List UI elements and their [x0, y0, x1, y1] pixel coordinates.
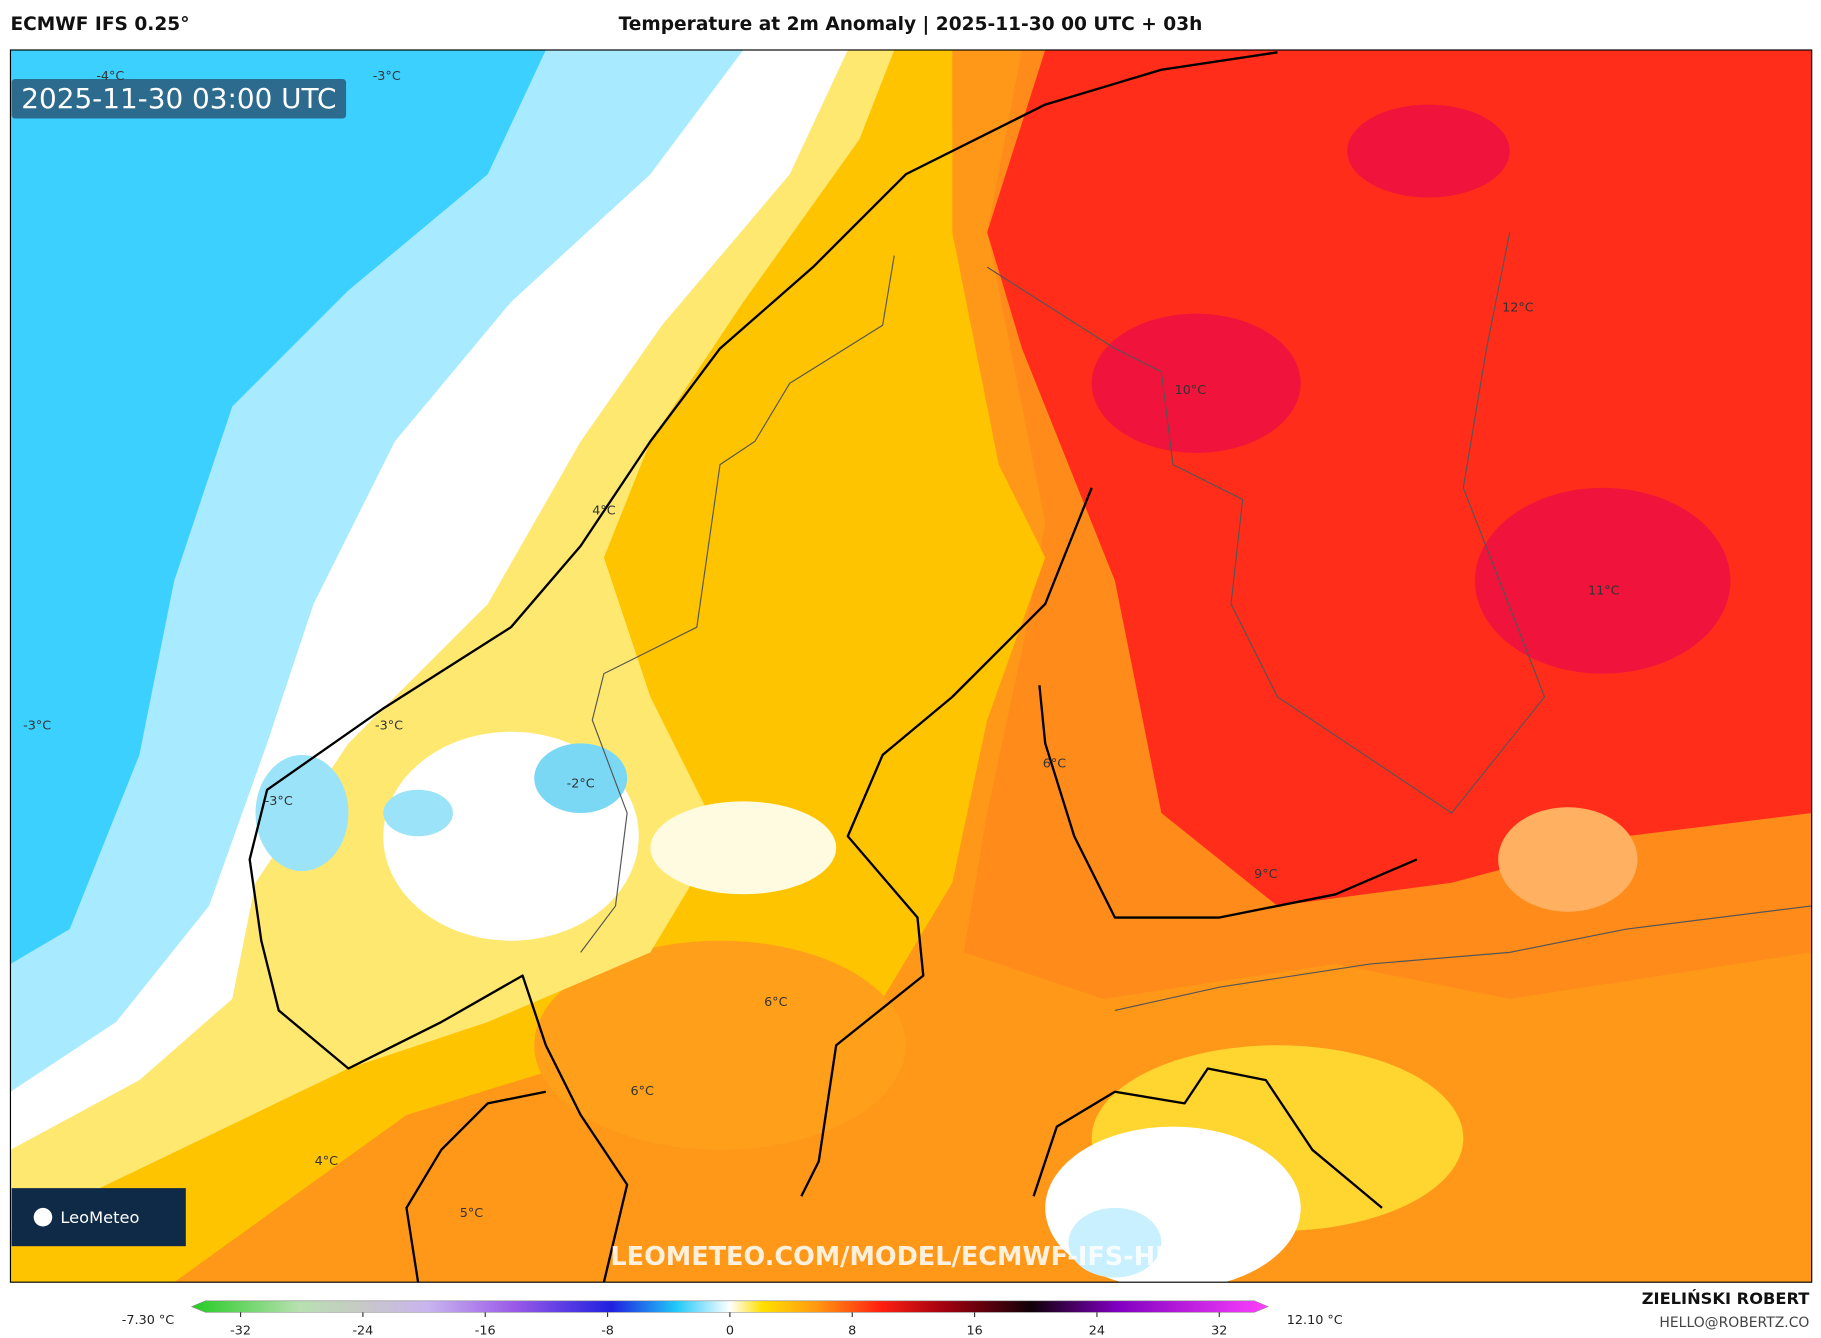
- colorbar-tick-label: 32: [1211, 1323, 1227, 1338]
- cool-patch: [255, 754, 349, 872]
- border: [1114, 905, 1812, 1012]
- watermark: LEOMETEO.COM/MODEL/ECMWF-IFS-HRES: [610, 1242, 1210, 1272]
- colorbar-tick-label: -8: [601, 1323, 614, 1338]
- colorbar-tick-label: -16: [475, 1323, 496, 1338]
- colorbar-tick-label: 0: [726, 1323, 734, 1338]
- warm-core: [1474, 487, 1731, 674]
- contour-label: -3°C: [375, 718, 403, 733]
- contour-label: 10°C: [1175, 383, 1207, 398]
- contour-label: -3°C: [265, 794, 293, 809]
- colorbar: -7.30 °C 12.10 °C -32 -24 -16 -8 0 8 16 24 32: [122, 1300, 1343, 1338]
- contour-label: -4°C: [96, 69, 124, 84]
- colorbar-tick-label: 16: [966, 1323, 982, 1338]
- colorbar-tick-label: 8: [848, 1323, 856, 1338]
- contour-label: 6°C: [1043, 757, 1067, 772]
- timestamp-box: [11, 79, 347, 119]
- warm-field: [987, 49, 1812, 906]
- contour-label: 11°C: [1588, 584, 1620, 599]
- coastline: [405, 1090, 547, 1283]
- cool-patch: [534, 743, 628, 814]
- coastline: [248, 51, 1278, 1283]
- border: [986, 232, 1546, 814]
- model-name: ECMWF IFS 0.25°: [10, 14, 189, 35]
- contour-label: -3°C: [373, 69, 401, 84]
- orange-patch: [534, 940, 906, 1150]
- cold-field: [10, 49, 546, 964]
- orange-patch: [1498, 807, 1638, 912]
- coastline: [1038, 685, 1418, 919]
- coastline: [1032, 1067, 1383, 1209]
- contour-label: 4°C: [315, 1154, 339, 1169]
- email: HELLO@ROBERTZ.CO: [1659, 1315, 1809, 1331]
- contour-label: -3°C: [23, 718, 51, 733]
- colorbar-tick-label: -24: [352, 1323, 373, 1338]
- contour-label: 6°C: [764, 995, 788, 1010]
- colorbar-scale: [190, 1300, 1269, 1313]
- contour-label: -2°C: [567, 776, 595, 791]
- timestamp: 2025-11-30 03:00 UTC: [21, 82, 336, 115]
- logo-text: LeoMeteo: [60, 1208, 139, 1227]
- cool-patch: [1068, 1207, 1162, 1278]
- colorbar-tick-label: 24: [1089, 1323, 1105, 1338]
- warm-core: [1091, 313, 1301, 453]
- border: [580, 255, 895, 953]
- map-frame: [9, 49, 1813, 1283]
- colorbar-min: -7.30 °C: [122, 1313, 174, 1328]
- contour-label: 9°C: [1254, 867, 1278, 882]
- neutral-patch: [650, 801, 837, 895]
- author: ZIELIŃSKI ROBERT: [1642, 1289, 1810, 1308]
- cool-patch: [383, 789, 453, 837]
- warm-core: [1347, 104, 1510, 198]
- contour-labels: -4°C -3°C -3°C -3°C -3°C 4°C -2°C 10°C 1…: [23, 69, 1620, 1221]
- contour-label: 12°C: [1502, 300, 1534, 315]
- logo-icon: [33, 1207, 53, 1227]
- contour-label: 6°C: [631, 1084, 655, 1099]
- map: [10, 49, 1812, 1283]
- colorbar-max: 12.10 °C: [1287, 1313, 1343, 1328]
- colorbar-tick-label: -32: [230, 1323, 251, 1338]
- map-title: Temperature at 2m Anomaly | 2025-11-30 0…: [619, 14, 1203, 35]
- contour-label: 4°C: [592, 504, 616, 519]
- contour-label: 5°C: [460, 1206, 484, 1221]
- coastline: [800, 487, 1093, 1197]
